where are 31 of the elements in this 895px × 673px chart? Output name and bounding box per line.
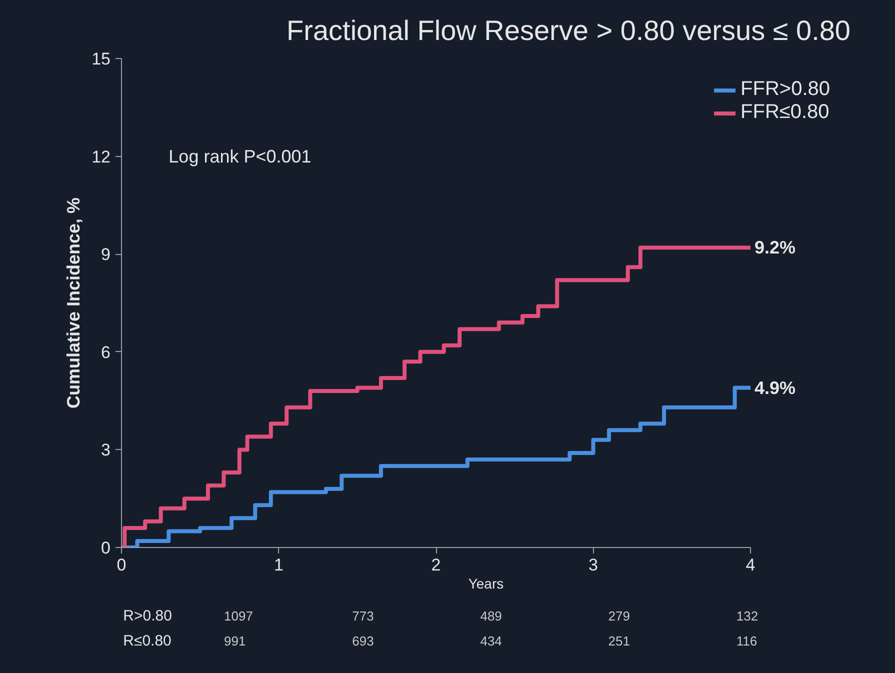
y-tick-label: 6	[101, 342, 111, 362]
annotation: Log rank P<0.001	[168, 146, 312, 166]
y-tick-label: 9	[101, 245, 111, 264]
chart-title: Fractional Flow Reserve > 0.80 versus ≤ 0.80	[286, 15, 850, 46]
text: 279	[608, 608, 630, 624]
text: 489	[480, 608, 502, 624]
x-axis-title: Years	[468, 576, 504, 592]
text: 132	[736, 608, 758, 624]
legend-label: FFR≤0.80	[740, 101, 830, 124]
y-axis-title: Cumulative Incidence, %	[64, 197, 84, 409]
y-tick-label: 0	[101, 538, 111, 558]
x-tick-label: 3	[588, 556, 598, 574]
text: R≤0.80	[123, 632, 172, 650]
x-tick-label: 1	[274, 556, 284, 574]
text: 251	[608, 634, 630, 648]
x-tick-label: 2	[431, 556, 441, 574]
text: R>0.80	[123, 608, 172, 624]
y-tick-label: 12	[92, 147, 111, 166]
text: 693	[352, 634, 374, 648]
annotation: 9.2%	[754, 238, 796, 258]
text: 1097	[224, 608, 253, 624]
text: 773	[352, 608, 374, 624]
legend-label: FFR>0.80	[740, 78, 830, 101]
y-tick-label: 3	[101, 440, 111, 460]
x-tick-label: 0	[116, 556, 126, 574]
annotation: 4.9%	[754, 378, 796, 398]
text: 116	[736, 634, 758, 648]
text: 991	[224, 634, 246, 648]
x-tick-label: 4	[746, 556, 756, 574]
text: 434	[480, 634, 502, 648]
y-tick-label: 15	[92, 50, 111, 68]
